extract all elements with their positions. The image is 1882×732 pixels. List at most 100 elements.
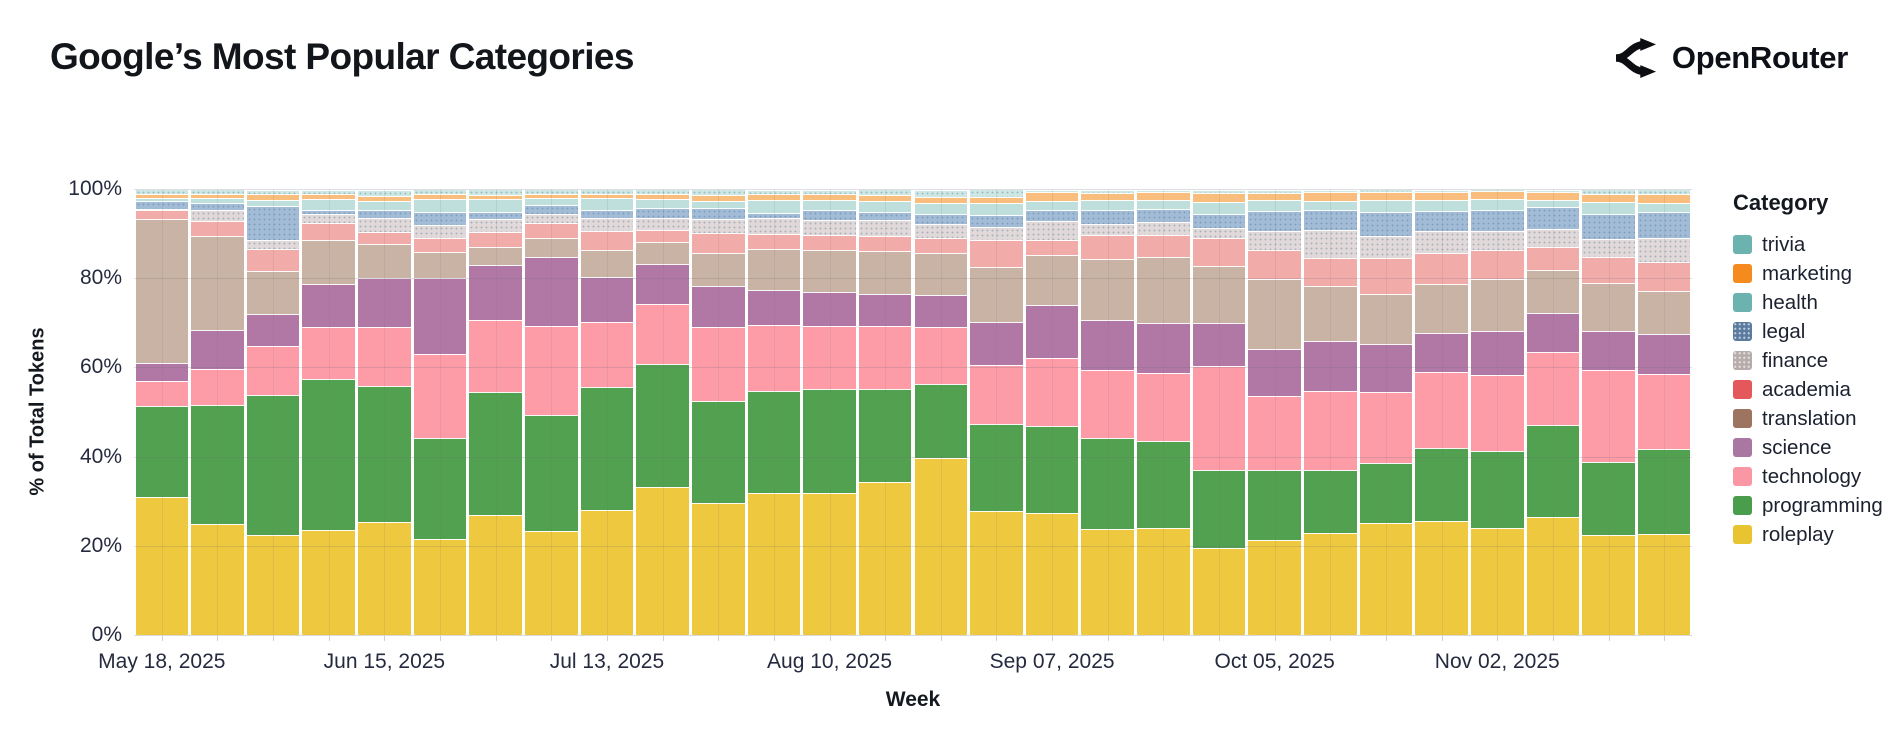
segment-science [580,276,634,322]
x-tick-mark [940,636,942,641]
segment-translation [636,241,689,264]
legend-item-science: science [1733,433,1882,462]
legend-swatch-health [1733,293,1752,312]
segment-roleplay [302,530,355,635]
segment-finance [469,219,522,232]
bar-week-nov-02 [1470,189,1524,635]
segment-translation [1526,269,1580,314]
segment-trivia [691,189,745,195]
legend-swatch-science [1733,438,1752,457]
segment-health [1359,200,1413,212]
segment-finance [747,217,801,234]
segment-marketing [1137,192,1190,200]
segment-roleplay [914,458,968,635]
segment-marketing [413,193,467,200]
segment-legal [1470,210,1524,231]
segment-trivia [413,189,467,194]
segment-programming [1582,461,1635,536]
segment-roleplay [1526,516,1580,635]
segment-technology [636,303,689,365]
x-tick-mark [662,636,664,641]
segment-roleplay [1304,532,1357,635]
segment-legal [469,211,522,220]
segment-science [1192,322,1246,367]
segment-translation [191,235,244,331]
segment-roleplay [191,523,244,635]
legend-title: Category [1733,190,1829,215]
segment-legal [1637,211,1691,238]
segment-health [1192,201,1246,215]
x-tick-label: May 18, 2025 [98,650,226,673]
segment-legal [1526,206,1580,229]
legend-swatch-technology [1733,467,1752,486]
segment-technology [691,326,745,401]
segment-programming [1470,451,1524,528]
segment-programming [858,388,912,482]
segment-finance [970,226,1023,240]
bar-week-oct-26 [1415,189,1468,635]
segment-academia [413,238,467,252]
legend-swatch-programming [1733,496,1752,515]
segment-roleplay [1637,533,1691,635]
segment-technology [302,326,355,379]
segment-finance [1192,227,1246,238]
bar-week-aug-10 [803,189,856,635]
segment-finance [1582,239,1635,258]
bar-week-jun-15 [358,189,411,635]
segment-finance [1415,230,1468,253]
segment-trivia [747,189,801,195]
legend-label: finance [1762,348,1829,372]
x-tick-mark [273,636,275,641]
legend-label: programming [1762,493,1882,517]
segment-science [413,277,467,355]
segment-academia [803,234,856,251]
x-tick-mark [718,636,720,641]
segment-legal [1025,210,1079,222]
x-tick-mark [1441,636,1443,641]
segment-translation [1304,286,1357,342]
x-tick-mark [1219,636,1221,641]
segment-programming [191,405,244,524]
segment-health [1415,199,1468,211]
segment-programming [970,423,1023,512]
segment-translation [1415,283,1468,334]
segment-technology [1192,366,1246,470]
segment-technology [246,346,300,395]
legend-item-programming: programming [1733,491,1882,520]
segment-science [1304,341,1357,392]
segment-finance [1359,236,1413,258]
segment-legal [636,208,689,218]
legend-item-trivia: trivia [1733,230,1882,259]
segment-trivia [525,189,578,194]
stacked-bar-plot [134,189,1692,635]
segment-legal [413,211,467,226]
segment-health [1470,198,1524,211]
segment-legal [691,208,745,220]
segment-science [1081,320,1134,371]
segment-legal [1582,213,1635,240]
segment-science [803,291,856,327]
segment-finance [691,219,745,233]
segment-programming [1025,425,1079,513]
segment-trivia [1526,189,1580,193]
bar-week-oct-05 [1248,189,1301,635]
segment-science [1025,305,1079,359]
segment-trivia [636,189,689,194]
segment-legal [1248,211,1301,232]
segment-translation [469,247,522,266]
bar-week-sep-28 [1192,189,1246,635]
segment-roleplay [580,510,634,635]
segment-health [1137,199,1190,209]
segment-translation [1582,282,1635,331]
x-tick-mark [996,636,998,641]
segment-programming [413,437,467,540]
segment-translation [525,237,578,257]
segment-translation [358,244,411,278]
segment-academia [1192,237,1246,267]
segment-technology [1137,373,1190,441]
segment-marketing [580,193,634,198]
segment-legal [1137,208,1190,223]
x-tick-label: Jun 15, 2025 [323,650,446,673]
segment-translation [1637,290,1691,334]
segment-programming [803,389,856,493]
